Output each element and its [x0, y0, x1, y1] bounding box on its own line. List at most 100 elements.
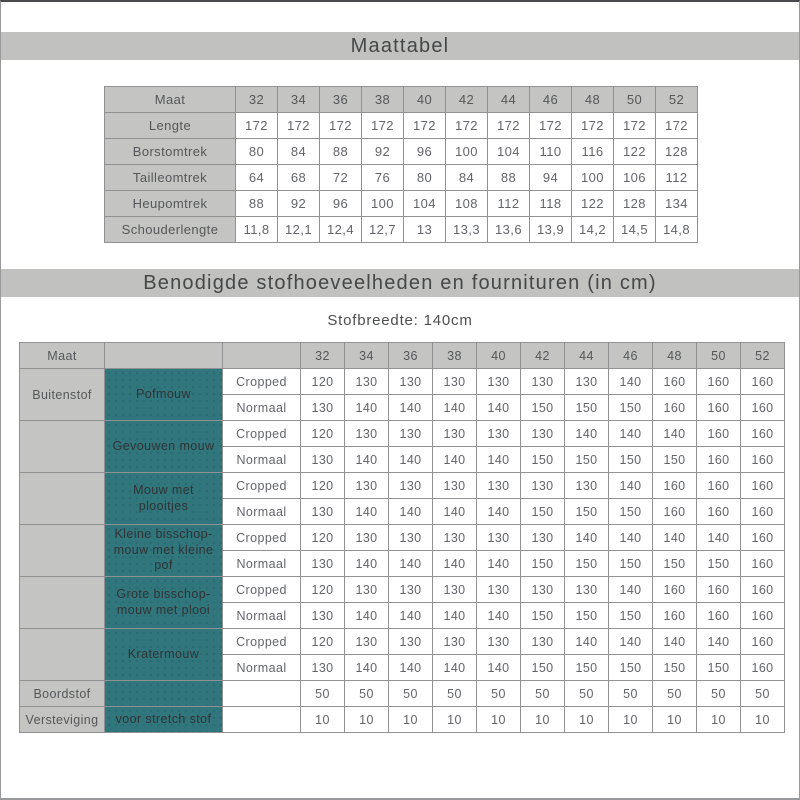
size-value-cell: 72 [319, 164, 362, 191]
size-value-cell: 92 [277, 190, 320, 217]
fabric-table-row: Normaal 130 140 140 140 140 150 150 150 160 160 160 [20, 602, 785, 629]
variant-label: Normaal [222, 550, 301, 577]
fabric-value-cell: 140 [608, 524, 653, 551]
fabric-value-cell: 130 [344, 368, 389, 395]
fabric-value-cell: 50 [740, 680, 785, 707]
size-value-cell: 11,8 [235, 216, 278, 243]
fabric-value-cell: 150 [652, 550, 697, 577]
size-column-header: 50 [613, 86, 656, 113]
fabric-value-cell: 160 [696, 446, 741, 473]
category-cell: Buitenstof [19, 368, 105, 421]
fabric-value-cell: 150 [520, 550, 565, 577]
fabric-value-cell: 150 [608, 446, 653, 473]
section-title: Maattabel [350, 34, 450, 57]
size-value-cell: 172 [235, 112, 278, 139]
fabric-value-cell: 150 [564, 550, 609, 577]
fabric-value-cell: 140 [432, 446, 477, 473]
fabric-value-cell: 50 [652, 680, 697, 707]
fabric-value-cell: 140 [564, 524, 609, 551]
fabric-value-cell: 160 [696, 472, 741, 499]
fabric-value-cell: 160 [652, 368, 697, 395]
size-value-cell: 96 [319, 190, 362, 217]
fabric-value-cell: 150 [564, 602, 609, 629]
size-value-cell: 12,4 [319, 216, 362, 243]
fabric-value-cell: 150 [696, 550, 741, 577]
fabric-value-cell: 150 [520, 602, 565, 629]
fabric-value-cell: 140 [388, 602, 433, 629]
fabric-value-cell: 140 [432, 602, 477, 629]
fabric-value-cell: 160 [740, 498, 785, 525]
size-value-cell: 110 [529, 138, 572, 165]
fabric-value-cell: 120 [300, 368, 345, 395]
fabric-value-cell: 140 [652, 420, 697, 447]
fabric-table-row: Kratermouw Cropped 120 130 130 130 130 130 140 14… [19, 628, 785, 681]
fabric-value-cell: 140 [608, 472, 653, 499]
fabric-value-cell: 160 [652, 394, 697, 421]
category-cell [19, 628, 105, 681]
fabric-value-cell: 160 [740, 420, 785, 447]
fabric-value-cell: 150 [520, 654, 565, 681]
category-cell [19, 524, 105, 577]
size-value-cell: 14,8 [655, 216, 698, 243]
fabric-table-row: Grote bisschop-mouw met plooi Cropped 120 1… [19, 576, 785, 629]
size-value-cell: 172 [403, 112, 446, 139]
size-table-row: Tailleomtrek 64 68 72 76 80 84 88 94 100 106 112 [104, 164, 698, 191]
fabric-header-spacer [222, 342, 301, 369]
fabric-value-cell: 140 [344, 602, 389, 629]
size-column-header: 36 [319, 86, 362, 113]
fabric-table-corner-label: Maat [19, 342, 105, 369]
fabric-value-cell: 50 [344, 680, 389, 707]
fabric-value-cell: 140 [432, 550, 477, 577]
fabric-value-cell: 130 [432, 524, 477, 551]
fabric-value-cell: 50 [476, 680, 521, 707]
size-value-cell: 13 [403, 216, 446, 243]
fabric-value-cell: 160 [740, 550, 785, 577]
fabric-value-cell: 140 [344, 498, 389, 525]
size-column-header: 46 [608, 342, 653, 369]
fabric-value-cell: 130 [300, 602, 345, 629]
fabric-value-cell: 150 [564, 446, 609, 473]
row-label: Heupomtrek [104, 190, 236, 217]
fabric-value-cell: 130 [344, 472, 389, 499]
fabric-value-cell: 130 [388, 524, 433, 551]
fabric-value-cell: 130 [388, 628, 433, 655]
fabric-value-cell: 120 [300, 576, 345, 603]
fabric-value-cell: 160 [696, 498, 741, 525]
size-value-cell: 100 [361, 190, 404, 217]
size-value-cell: 128 [613, 190, 656, 217]
fabric-value-cell: 120 [300, 628, 345, 655]
variant-label: Cropped [222, 628, 301, 655]
fabric-value-cell: 140 [432, 498, 477, 525]
fabric-value-cell: 140 [388, 654, 433, 681]
fabric-value-cell: 50 [520, 680, 565, 707]
fabric-table-row: Versteviging voor stretch stof 10 10 10 10 10 1… [19, 706, 785, 733]
fabric-value-cell: 130 [300, 498, 345, 525]
fabric-value-cell: 130 [300, 394, 345, 421]
fabric-value-cell: 150 [652, 654, 697, 681]
fabric-value-cell: 150 [520, 446, 565, 473]
fabric-value-cell: 130 [564, 576, 609, 603]
fabric-table-row: Normaal 130 140 140 140 140 150 150 150 150 160 160 [20, 446, 785, 473]
fabric-value-cell: 10 [652, 706, 697, 733]
fabric-value-cell: 130 [476, 420, 521, 447]
size-value-cell: 172 [655, 112, 698, 139]
fabric-value-cell: 130 [520, 420, 565, 447]
fabric-value-cell: 150 [564, 394, 609, 421]
size-value-cell: 88 [487, 164, 530, 191]
size-column-header: 44 [564, 342, 609, 369]
fabric-value-cell: 10 [564, 706, 609, 733]
fabric-table-row: Mouw met plooitjes Cropped 120 130 130 130 130… [19, 472, 785, 525]
size-column-header: 42 [520, 342, 565, 369]
fabric-value-cell: 160 [652, 498, 697, 525]
size-table: Maat 32 34 36 38 40 42 44 46 48 50 52 Lengte 172 172 17… [104, 86, 698, 243]
fabric-value-cell: 160 [740, 576, 785, 603]
fabric-value-cell: 120 [300, 472, 345, 499]
row-label: Borstomtrek [104, 138, 236, 165]
fabric-value-cell: 140 [476, 498, 521, 525]
fabric-value-cell: 140 [608, 628, 653, 655]
variant-label: Cropped [222, 368, 301, 395]
fabric-value-cell: 10 [608, 706, 653, 733]
size-value-cell: 112 [655, 164, 698, 191]
size-column-header: 32 [235, 86, 278, 113]
fabric-value-cell: 140 [652, 524, 697, 551]
